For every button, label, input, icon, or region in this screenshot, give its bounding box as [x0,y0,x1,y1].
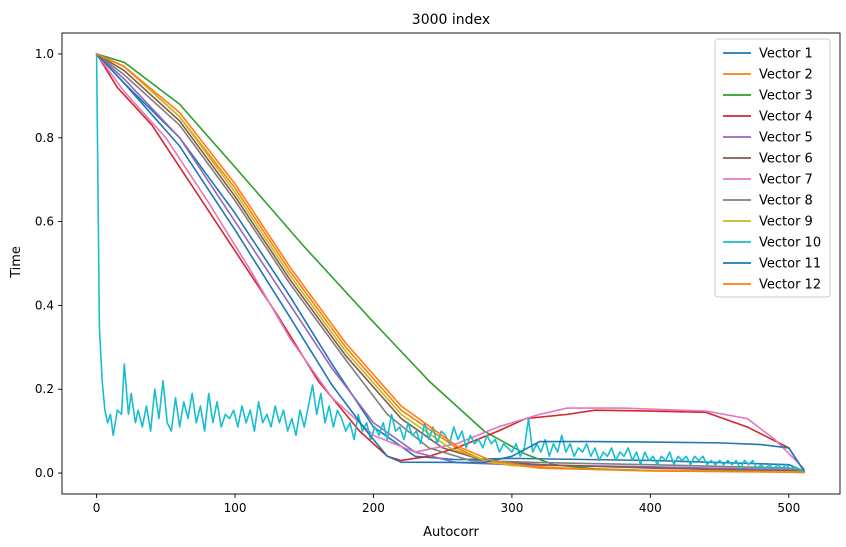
series-line-5 [95,53,805,473]
legend-label: Vector 1 [759,47,813,62]
x-tick-label: 0 [93,501,101,515]
legend-label: Vector 11 [759,257,821,272]
y-tick-label: 0.2 [35,382,54,396]
x-tick-label: 400 [639,501,662,515]
legend-label: Vector 5 [759,131,813,146]
legend-label: Vector 6 [759,152,813,167]
plot-frame [61,32,841,495]
legend-label: Vector 12 [759,278,821,293]
legend-label: Vector 9 [759,215,813,230]
x-tick-label: 500 [777,501,800,515]
x-tick-label: 300 [500,501,523,515]
legend-label: Vector 10 [759,236,821,251]
x-axis-label: Autocorr [423,525,479,540]
series-line-8 [95,53,805,472]
x-tick-label: 100 [224,501,247,515]
legend-label: Vector 8 [759,194,813,209]
x-tick-label: 200 [362,501,385,515]
chart-title: 3000 index [412,12,490,28]
y-tick-label: 1.0 [35,47,54,61]
y-axis-label: Time [9,246,24,279]
plot-area [61,32,841,495]
legend-box [714,38,831,298]
series-lines [95,53,805,474]
x-axis: 0 100 200 300 400 500 [93,494,800,515]
series-line-10 [95,53,805,472]
legend: Vector 1 Vector 2 Vector 3 Vector 4 Vector 5… [714,38,831,298]
legend-label: Vector 7 [759,173,813,188]
y-tick-label: 0.0 [35,466,54,480]
legend-label: Vector 2 [759,68,813,83]
legend-label: Vector 4 [759,110,813,125]
series-line-7 [95,53,805,470]
y-axis: 0.0 0.2 0.4 0.6 0.8 1.0 [35,47,62,480]
series-line-11 [95,53,805,472]
y-tick-label: 0.6 [35,215,54,229]
series-line-6 [95,53,805,473]
series-line-12 [95,53,805,474]
y-tick-label: 0.8 [35,131,54,145]
y-tick-label: 0.4 [35,298,54,312]
legend-label: Vector 3 [759,89,813,104]
